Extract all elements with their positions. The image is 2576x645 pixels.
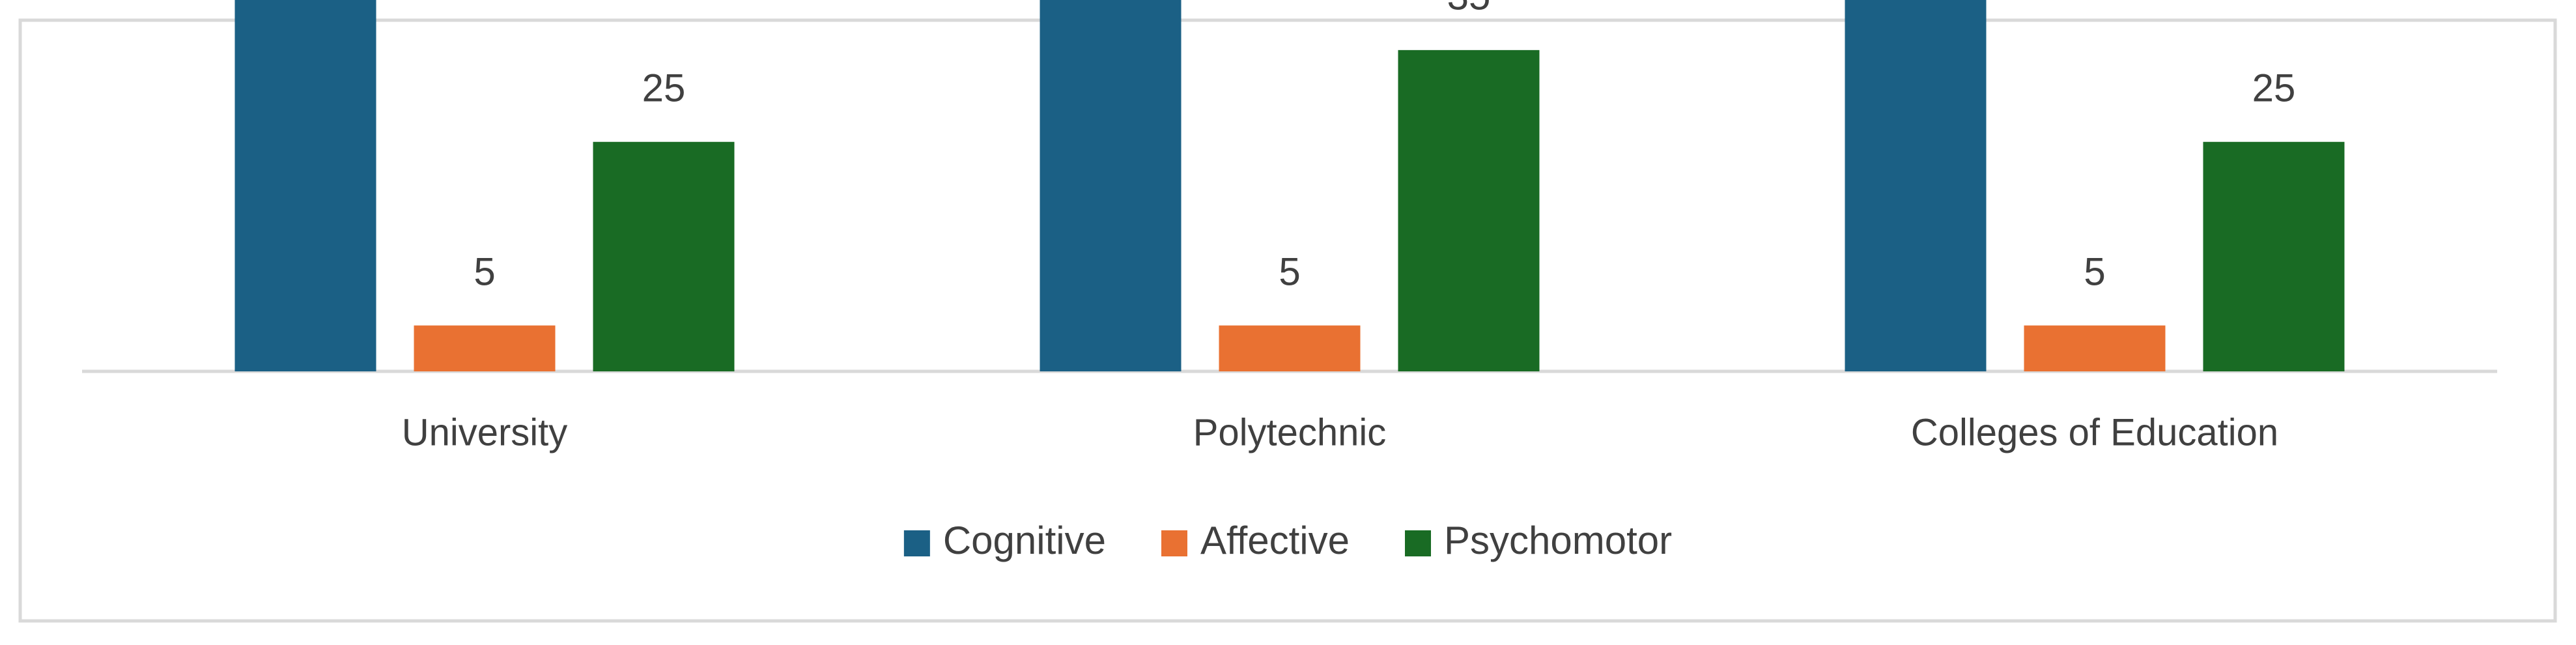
- x-tick-label: University: [402, 411, 568, 453]
- legend-swatch: [903, 530, 930, 556]
- bar: [234, 0, 376, 371]
- data-label: 25: [2252, 66, 2296, 110]
- legend-swatch: [1161, 530, 1187, 556]
- data-label: 25: [642, 66, 686, 110]
- legend-label: Affective: [1200, 519, 1350, 562]
- bar: [1398, 50, 1540, 371]
- data-label: 5: [2084, 250, 2105, 293]
- bar: [2203, 141, 2345, 371]
- data-label: 35: [1447, 0, 1491, 18]
- bar: [414, 325, 556, 371]
- x-tick-label: Colleges of Education: [1911, 411, 2278, 453]
- bar: [1845, 0, 1987, 371]
- legend-swatch: [1405, 530, 1432, 556]
- data-label: 5: [1279, 250, 1300, 293]
- bar: [1040, 0, 1182, 372]
- bar: [593, 141, 735, 371]
- legend-label: Psychomotor: [1444, 519, 1672, 562]
- legend-label: Cognitive: [943, 519, 1106, 562]
- x-tick-label: Polytechnic: [1193, 411, 1387, 453]
- data-label: 5: [474, 250, 495, 293]
- bar: [2024, 325, 2166, 371]
- chart-border: [18, 18, 2557, 623]
- bar: [1219, 325, 1361, 371]
